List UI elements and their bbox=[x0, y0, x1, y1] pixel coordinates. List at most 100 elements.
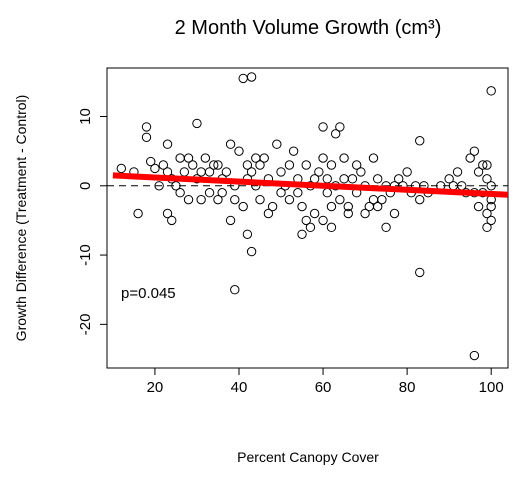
point bbox=[150, 163, 160, 174]
point bbox=[486, 215, 496, 226]
point bbox=[389, 208, 400, 219]
point bbox=[394, 174, 404, 184]
point bbox=[452, 167, 463, 177]
point bbox=[141, 132, 152, 142]
point bbox=[309, 174, 320, 184]
point bbox=[183, 194, 194, 205]
point bbox=[322, 188, 332, 198]
point bbox=[469, 146, 480, 156]
point bbox=[234, 146, 244, 156]
y-axis-label: Growth Difference (Treatment - Control) bbox=[13, 95, 29, 342]
point bbox=[415, 136, 425, 146]
point bbox=[314, 167, 324, 177]
point bbox=[242, 160, 253, 170]
point bbox=[469, 350, 480, 361]
y-tick-label: -20 bbox=[77, 314, 94, 336]
point bbox=[335, 122, 345, 132]
point bbox=[284, 194, 295, 205]
point bbox=[482, 208, 492, 219]
point bbox=[246, 72, 257, 82]
point bbox=[335, 194, 345, 205]
point bbox=[330, 129, 341, 139]
point bbox=[175, 188, 185, 198]
point bbox=[167, 215, 177, 226]
point bbox=[368, 194, 379, 205]
trend-line bbox=[112, 172, 509, 198]
point bbox=[246, 167, 257, 177]
point bbox=[196, 167, 206, 177]
point bbox=[305, 222, 316, 233]
point bbox=[322, 174, 332, 184]
x-tick-label: 100 bbox=[479, 379, 504, 396]
point bbox=[364, 201, 374, 212]
y-tick-label: 0 bbox=[77, 182, 94, 190]
point bbox=[356, 167, 366, 177]
point bbox=[293, 188, 303, 198]
point bbox=[415, 267, 425, 278]
point bbox=[217, 188, 227, 198]
point bbox=[343, 208, 353, 219]
point bbox=[225, 215, 236, 226]
point bbox=[326, 222, 337, 233]
point bbox=[402, 167, 412, 177]
point bbox=[272, 139, 282, 149]
point bbox=[444, 174, 454, 184]
point bbox=[196, 194, 206, 205]
chart-title: 2 Month Volume Growth (cm³) bbox=[175, 17, 442, 39]
x-tick-label: 80 bbox=[399, 379, 416, 396]
point bbox=[276, 167, 286, 177]
point bbox=[284, 160, 295, 170]
point bbox=[204, 167, 215, 177]
point bbox=[351, 160, 362, 170]
point bbox=[188, 160, 198, 170]
point bbox=[326, 201, 337, 212]
point bbox=[225, 139, 236, 149]
point bbox=[318, 153, 328, 163]
point bbox=[209, 160, 219, 170]
y-tick-label: 10 bbox=[77, 108, 94, 125]
point bbox=[297, 201, 307, 212]
point bbox=[255, 160, 265, 170]
point bbox=[192, 118, 202, 129]
point bbox=[242, 229, 253, 239]
point bbox=[146, 156, 156, 167]
point bbox=[372, 174, 383, 184]
point bbox=[309, 208, 320, 219]
x-tick-label: 20 bbox=[147, 379, 164, 396]
point bbox=[175, 153, 185, 163]
point bbox=[473, 167, 484, 177]
point bbox=[162, 139, 173, 149]
point bbox=[473, 201, 484, 212]
x-tick-label: 60 bbox=[315, 379, 332, 396]
point bbox=[238, 73, 248, 84]
point bbox=[301, 160, 311, 170]
point bbox=[200, 153, 211, 163]
point bbox=[339, 174, 349, 184]
point bbox=[162, 208, 173, 219]
point bbox=[381, 222, 391, 233]
point bbox=[482, 222, 492, 233]
point bbox=[415, 194, 425, 205]
point bbox=[263, 208, 274, 219]
point bbox=[339, 153, 349, 163]
point bbox=[297, 229, 307, 239]
point bbox=[377, 194, 387, 205]
point bbox=[326, 160, 337, 170]
x-tick-label: 40 bbox=[231, 379, 248, 396]
point bbox=[171, 181, 181, 191]
point bbox=[465, 153, 475, 163]
point bbox=[133, 208, 143, 219]
point bbox=[158, 160, 169, 170]
point bbox=[213, 194, 223, 205]
point bbox=[230, 285, 240, 295]
point bbox=[276, 188, 286, 198]
point bbox=[255, 194, 265, 205]
point bbox=[141, 122, 152, 132]
point bbox=[360, 208, 370, 219]
point bbox=[368, 153, 379, 163]
point bbox=[238, 201, 248, 212]
point bbox=[179, 167, 190, 177]
point bbox=[486, 201, 496, 212]
